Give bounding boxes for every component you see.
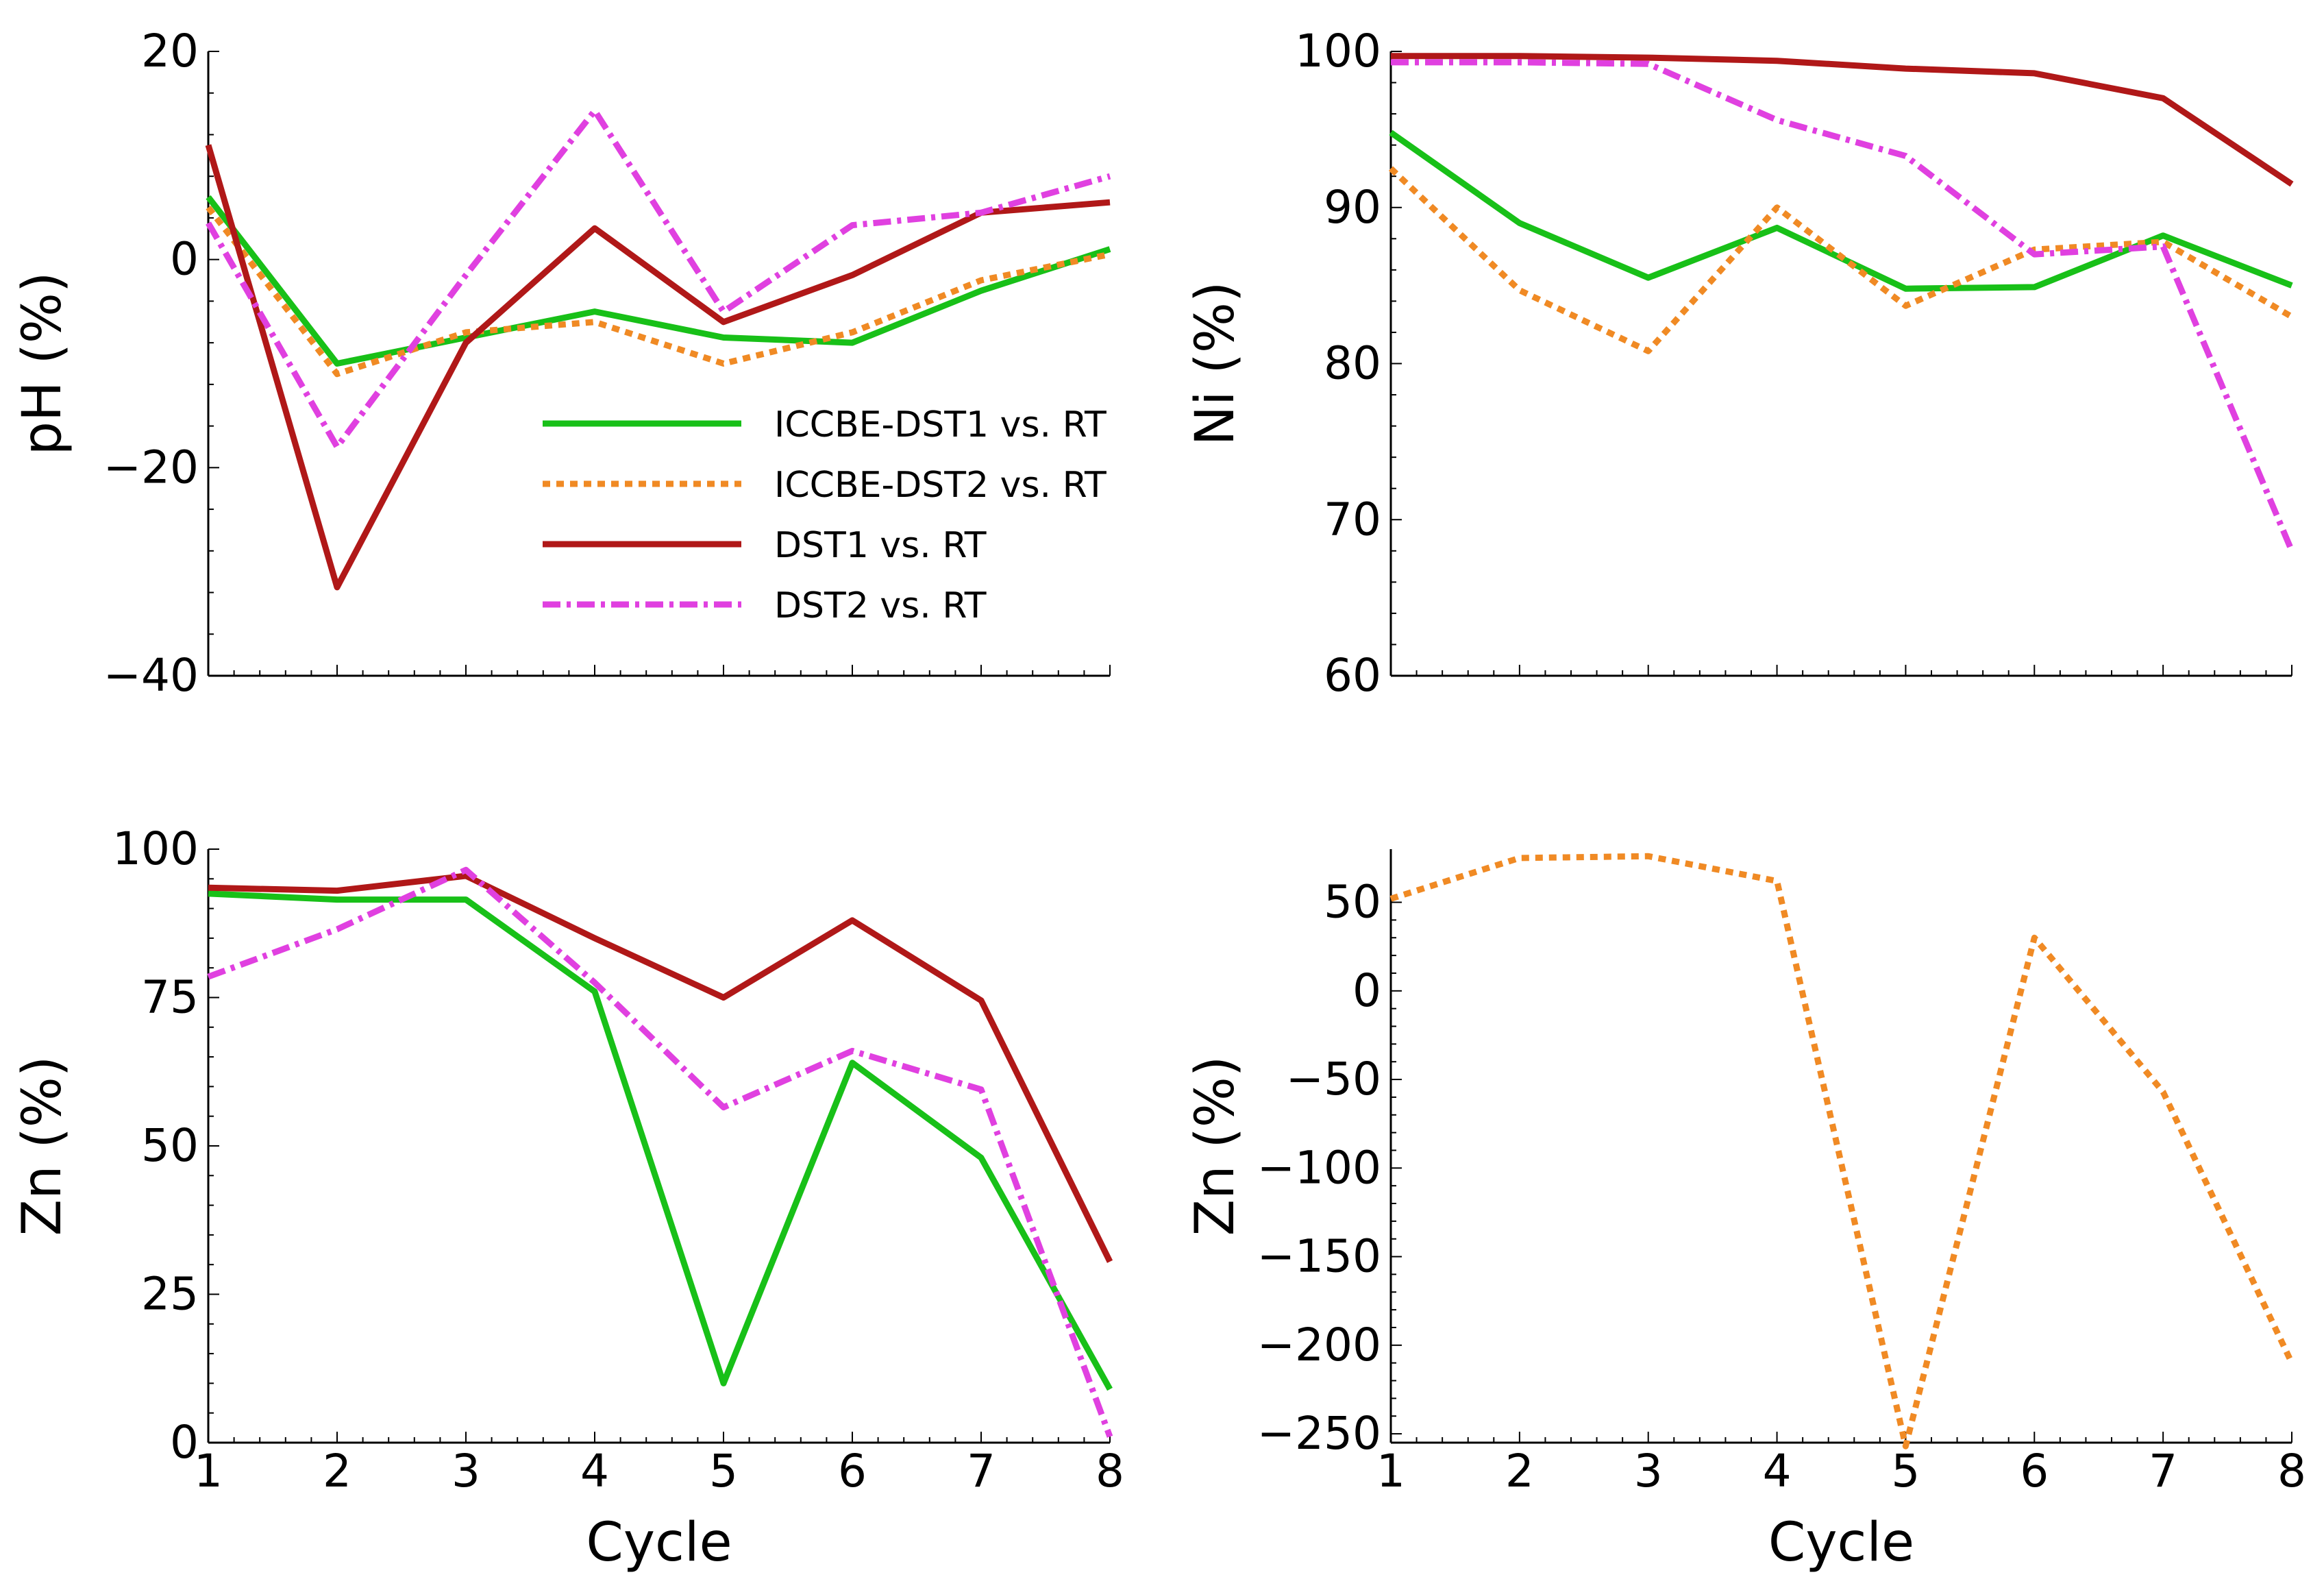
x-tick-label: 4 [1763,1445,1792,1497]
series-line [206,206,1111,378]
legend-label: ICCBE-DST1 vs. RT [774,404,1107,445]
x-tick-label: 8 [2277,1445,2306,1497]
series-line [1388,166,2294,354]
y-axis-title: Zn (%) [1185,1056,1246,1236]
x-tick-label: 3 [452,1445,480,1497]
x-tick-label: 6 [838,1445,867,1497]
legend-label: ICCBE-DST2 vs. RT [774,465,1107,506]
series-line [205,144,1111,591]
series-line [1389,130,2293,292]
y-tick-label: 90 [1324,181,1381,234]
y-tick-label: −250 [1257,1407,1381,1460]
x-tick-label: 2 [1505,1445,1534,1497]
x-axis-title: Cycle [1768,1512,1914,1574]
y-tick-label: −100 [1257,1141,1381,1194]
y-tick-label: 75 [141,971,199,1024]
y-tick-label: 100 [1295,25,1381,77]
x-tick-label: 3 [1634,1445,1663,1497]
y-axis-title: Ni (%) [1185,282,1246,446]
x-tick-label: 4 [580,1445,609,1497]
y-tick-label: 80 [1324,337,1381,390]
y-tick-label: 0 [170,233,199,286]
series-line [208,872,1113,1263]
y-tick-label: 0 [1352,964,1381,1017]
series-line [207,866,1113,1438]
series-line [1391,53,2294,187]
y-tick-label: −20 [103,441,199,493]
x-axis-title: Cycle [586,1512,732,1574]
y-axis-title: Zn (%) [12,1056,73,1236]
series-line [206,195,1111,367]
x-tick-label: 5 [1891,1445,1920,1497]
y-tick-label: −200 [1257,1319,1381,1371]
y-tick-label: 25 [141,1268,199,1321]
y-tick-label: −50 [1286,1053,1381,1105]
y-tick-label: 50 [141,1119,199,1172]
x-tick-label: 2 [323,1445,351,1497]
series-line [1391,59,2295,552]
series-line [206,108,1111,450]
chart-zn: 1 2 3 4 5 6 7 8 100 75 50 25 0 Zn (%) Cycle [12,822,1124,1574]
legend-label: DST2 vs. RT [774,585,987,626]
y-tick-label: 60 [1324,649,1381,702]
y-tick-label: 50 [1324,876,1381,929]
x-tick-label: 7 [967,1445,996,1497]
series-line [1389,853,2295,1450]
y-tick-label: 70 [1324,493,1381,546]
y-tick-label: 0 [170,1416,199,1469]
x-tick-label: 6 [2020,1445,2049,1497]
y-tick-label: −40 [103,649,199,702]
y-tick-label: 100 [112,822,199,875]
legend-label: DST1 vs. RT [774,525,987,566]
chart-ni: 100 90 80 70 60 Ni (%) [1185,25,2295,702]
x-tick-label: 5 [709,1445,738,1497]
chart-zn2: 1 2 3 4 5 6 7 8 50 0 −50 −100 −150 −200 −250 Zn (%) Cycl… [1185,849,2306,1574]
x-tick-label: 8 [1096,1445,1124,1497]
y-tick-label: 20 [141,25,199,77]
x-tick-label: 1 [194,1445,223,1497]
y-tick-label: −150 [1257,1230,1381,1283]
legend: ICCBE-DST1 vs. RT ICCBE-DST2 vs. RT DST1 v… [543,404,1107,626]
x-tick-label: 1 [1376,1445,1405,1497]
x-tick-label: 7 [2149,1445,2177,1497]
series-line [208,890,1113,1391]
y-axis-title: pH (%) [12,272,73,456]
